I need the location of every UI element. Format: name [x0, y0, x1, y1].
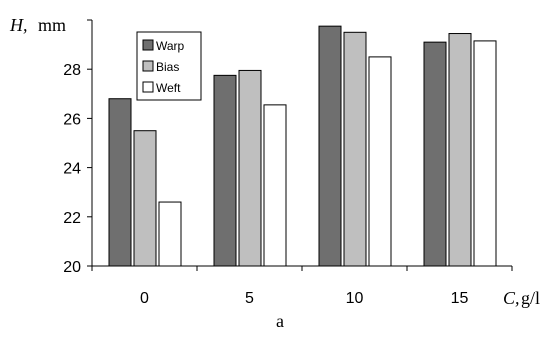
bar-bias-5 [238, 69, 262, 267]
x-axis-label-unit: g/l [521, 288, 540, 308]
y-axis-label-unit: mm [38, 15, 66, 35]
legend: Warp Bias Weft [136, 31, 202, 101]
y-tick-label: 28 [63, 62, 81, 79]
y-tick-label: 26 [63, 111, 81, 128]
y-tick-label: 24 [63, 161, 81, 178]
bar-weft-15 [473, 40, 497, 267]
legend-label-warp: Warp [156, 39, 185, 53]
x-tick-label: 5 [245, 290, 254, 307]
bar-bias-0 [133, 130, 157, 267]
bar-bias-10 [343, 31, 367, 267]
bar-weft-10 [368, 56, 392, 267]
bar-warp-5 [213, 74, 237, 267]
legend-swatch-bias [142, 60, 154, 72]
legend-label-bias: Bias [156, 60, 179, 74]
bar-warp-0 [108, 98, 132, 267]
bar-weft-0 [158, 201, 182, 267]
legend-swatch-weft [142, 81, 154, 93]
x-tick-label: 10 [346, 290, 364, 307]
bar-bias-15 [448, 33, 472, 267]
bar-warp-10 [318, 25, 342, 267]
legend-swatch-warp [142, 39, 154, 51]
legend-label-weft: Weft [156, 81, 181, 95]
figure-caption: a [276, 311, 284, 331]
bars-group [108, 25, 497, 267]
bar-weft-5 [263, 104, 287, 267]
bar-warp-15 [423, 41, 447, 267]
y-tick-label: 20 [63, 259, 81, 276]
x-tick-label: 15 [451, 290, 469, 307]
y-axis-label-symbol: H, [9, 15, 28, 35]
y-tick-label: 22 [63, 210, 81, 227]
x-axis-label-symbol: C, [503, 288, 520, 308]
y-ticks-group: 20 22 24 26 28 [63, 19, 92, 276]
x-tick-label: 0 [140, 290, 149, 307]
x-ticks-group: 0 5 10 15 [91, 266, 513, 307]
